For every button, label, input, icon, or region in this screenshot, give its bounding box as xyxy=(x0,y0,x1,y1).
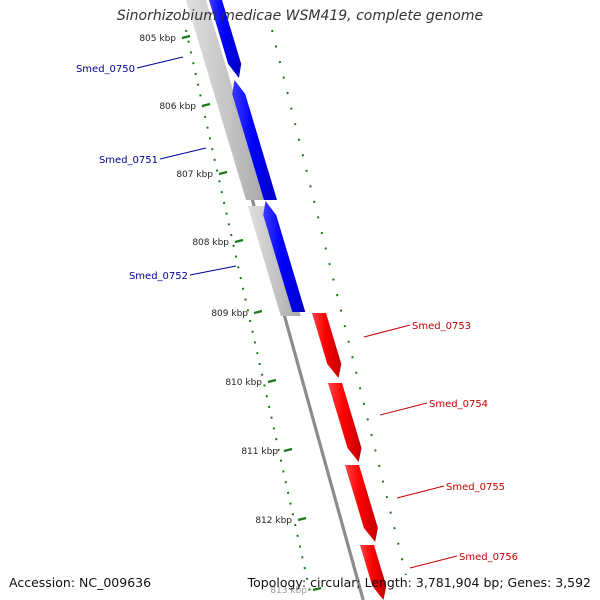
gene-label-smed_0753: Smed_0753 xyxy=(412,321,471,332)
tick-mark-1 xyxy=(181,34,191,40)
forward-gene-arrow-2 xyxy=(232,80,277,200)
topology-text: Topology: circular; Length: 3,781,904 bp… xyxy=(247,575,591,590)
gene-label-smed_0750: Smed_0750 xyxy=(76,64,135,75)
gene-leader-line-3 xyxy=(189,265,237,276)
reverse-gene-arrow-2 xyxy=(328,383,362,462)
tick-label-9: 813 kbp xyxy=(270,586,307,596)
gene-label-smed_0756: Smed_0756 xyxy=(459,552,518,563)
tick-label-1: 805 kbp xyxy=(139,34,176,44)
gene-label-smed_0752: Smed_0752 xyxy=(129,271,188,282)
tick-label-3: 807 kbp xyxy=(176,170,213,180)
tick-label-2: 806 kbp xyxy=(159,102,196,112)
tick-mark-5 xyxy=(253,309,263,315)
tick-mark-6 xyxy=(267,378,277,384)
tick-label-5: 809 kbp xyxy=(211,309,248,319)
forward-gene-arrow-1 xyxy=(209,0,242,78)
gene-label-smed_0754: Smed_0754 xyxy=(429,399,488,410)
gene-leader-line-5 xyxy=(379,402,428,416)
gene-leader-line-7 xyxy=(409,555,458,569)
reverse-gene-arrow-4 xyxy=(360,545,387,600)
tick-mark-3 xyxy=(218,170,228,176)
gene-label-smed_0755: Smed_0755 xyxy=(446,482,505,493)
tick-label-8: 812 kbp xyxy=(255,516,292,526)
tick-mark-2 xyxy=(201,102,211,108)
tick-track-dotted xyxy=(185,29,311,593)
accession-text: Accession: NC_009636 xyxy=(9,575,152,590)
tick-mark-9 xyxy=(312,586,322,592)
tick-label-4: 808 kbp xyxy=(192,238,229,248)
tick-mark-7 xyxy=(283,447,293,453)
tick-label-6: 810 kbp xyxy=(225,378,262,388)
gene-label-smed_0751: Smed_0751 xyxy=(99,155,158,166)
gene-leader-line-2 xyxy=(159,147,207,160)
forward-gene-arrow-3 xyxy=(263,201,306,312)
gene-leader-line-6 xyxy=(396,485,445,499)
gene-leader-line-1 xyxy=(136,56,184,69)
genome-title: Sinorhizobium medicae WSM419, complete g… xyxy=(116,8,484,24)
tick-label-7: 811 kbp xyxy=(241,447,278,457)
reverse-gene-arrow-3 xyxy=(345,465,378,542)
tick-mark-8 xyxy=(297,516,307,522)
gene-leader-line-4 xyxy=(363,324,411,338)
tick-mark-4 xyxy=(234,238,244,244)
forward-shadow-1 xyxy=(186,0,266,200)
reverse-gene-arrow-1 xyxy=(312,313,342,378)
